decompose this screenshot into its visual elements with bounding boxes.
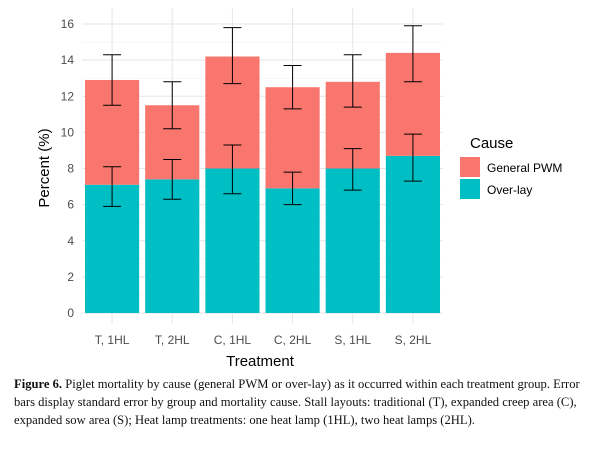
x-tick-labels: T, 1HL T, 2HL C, 1HL C, 2HL S, 1HL S, 2HL	[95, 333, 432, 347]
y-tick-label: 10	[61, 125, 75, 139]
y-tick-label: 2	[67, 270, 74, 284]
x-tick-label: S, 2HL	[395, 333, 432, 347]
legend: Cause General PWM Over-lay	[460, 135, 562, 199]
error-bar-over-lay	[283, 171, 302, 206]
error-bar-general-pwm	[103, 54, 122, 106]
y-tick-labels: 0 2 4 6 8 10 12 14 16	[61, 17, 75, 320]
legend-key-over-lay	[460, 179, 480, 199]
bar-over-lay	[325, 168, 380, 313]
x-axis-title: Treatment	[226, 353, 295, 370]
bar-layer	[85, 52, 440, 313]
legend-title: Cause	[470, 135, 513, 152]
y-tick-label: 16	[61, 17, 75, 31]
error-bar-over-lay	[163, 158, 182, 200]
error-bar-general-pwm	[403, 25, 422, 83]
bar-over-lay	[145, 179, 200, 313]
y-tick-label: 8	[67, 162, 74, 176]
legend-label-general-pwm: General PWM	[487, 161, 562, 175]
bar-over-lay	[385, 155, 440, 313]
bar-over-lay	[265, 188, 320, 313]
figure-caption: Figure 6. Piglet mortality by cause (gen…	[14, 375, 592, 429]
y-tick-label: 4	[67, 234, 74, 248]
error-bar-general-pwm	[163, 81, 182, 130]
error-bar-over-lay	[223, 144, 242, 195]
legend-key-general-pwm	[460, 157, 480, 177]
error-bar-over-lay	[103, 166, 122, 207]
y-tick-label: 12	[61, 89, 75, 103]
error-bar-layer	[103, 25, 422, 207]
error-bar-over-lay	[403, 133, 422, 182]
error-bar-general-pwm	[343, 54, 362, 108]
caption-text: Piglet mortality by cause (general PWM o…	[14, 377, 580, 427]
legend-label-over-lay: Over-lay	[487, 183, 532, 197]
x-tick-label: T, 1HL	[95, 333, 130, 347]
chart: 0 2 4 6 8 10 12 14 16 T, 1HL T, 2HL C, 1HL C, 2HL S,…	[36, 8, 562, 370]
x-tick-label: C, 1HL	[214, 333, 252, 347]
y-tick-label: 6	[67, 198, 74, 212]
error-bar-general-pwm	[283, 65, 302, 110]
x-tick-label: C, 2HL	[274, 333, 312, 347]
x-tick-label: S, 1HL	[334, 333, 371, 347]
y-axis-title: Percent (%)	[36, 128, 53, 207]
error-bar-general-pwm	[223, 27, 242, 85]
x-tick-label: T, 2HL	[155, 333, 190, 347]
y-tick-label: 0	[67, 306, 74, 320]
caption-label: Figure 6.	[14, 377, 63, 391]
y-tick-label: 14	[61, 53, 75, 67]
error-bar-over-lay	[343, 148, 362, 191]
